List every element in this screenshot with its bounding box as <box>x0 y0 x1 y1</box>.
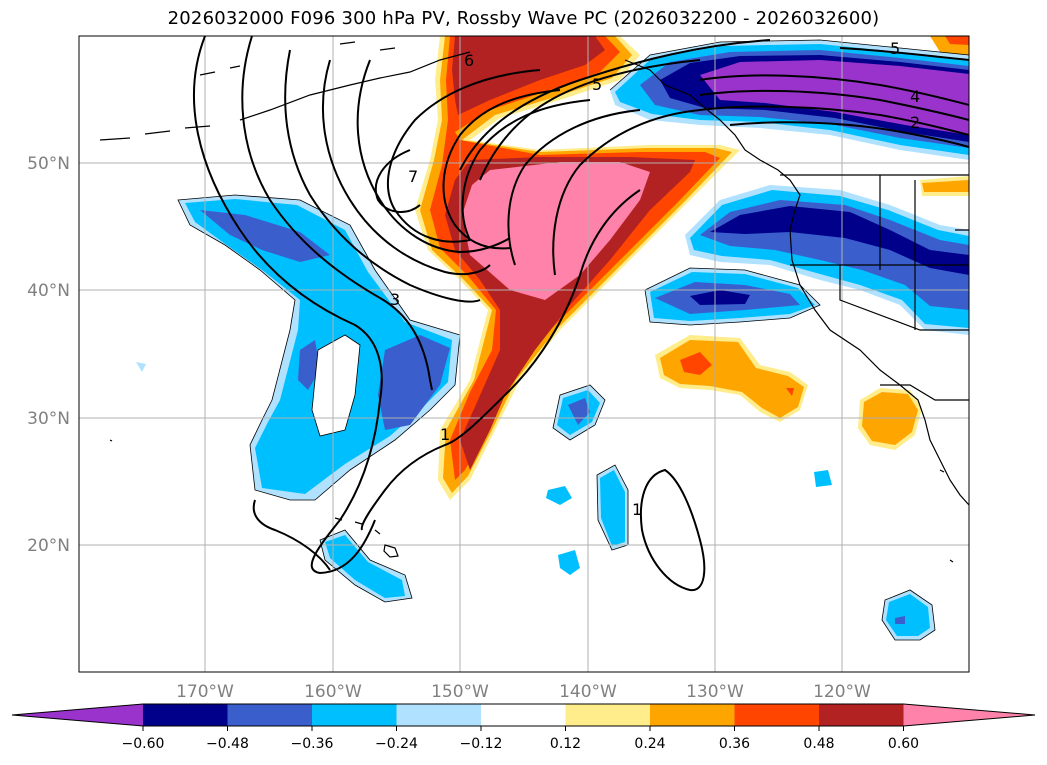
colorbar-tick-label: 0.24 <box>634 736 665 752</box>
contour-label: 3 <box>390 290 400 309</box>
colorbar-extend-min <box>12 704 143 726</box>
colorbar-segment <box>312 704 397 726</box>
positive-anomaly-ridge <box>415 36 740 500</box>
contour-label: 7 <box>408 167 418 186</box>
pv-contours <box>193 36 969 592</box>
colorbar-segment <box>734 704 820 726</box>
colorbar-tick-label: −0.24 <box>375 736 418 752</box>
colorbar-tick-label: 0.12 <box>550 736 581 752</box>
lon-label: 140°W <box>559 682 617 702</box>
contour-label: 4 <box>910 87 920 106</box>
lat-label: 20°N <box>27 536 70 556</box>
lat-label: 30°N <box>27 409 70 429</box>
lat-label: 40°N <box>27 281 70 301</box>
map-frame <box>78 35 970 673</box>
contour-labels: 6 5 4 2 5 7 3 1 1 <box>390 39 920 519</box>
lon-label: 160°W <box>304 682 362 702</box>
lon-label: 170°W <box>176 682 234 702</box>
latitude-labels: 50°N 40°N 30°N 20°N <box>27 154 70 556</box>
lat-label: 50°N <box>27 154 70 174</box>
colorbar-segment <box>396 704 482 726</box>
map-title: 2026032000 F096 300 hPa PV, Rossby Wave … <box>167 8 880 29</box>
contour-label: 5 <box>890 39 900 58</box>
negative-anomaly-east <box>645 185 969 335</box>
gridlines <box>79 36 969 672</box>
colorbar-tick-label: −0.60 <box>122 736 165 752</box>
lon-label: 130°W <box>686 682 744 702</box>
colorbar: −0.60 −0.48 −0.36 −0.24 −0.12 0.12 0.24 0.36 0.4… <box>11 703 1036 752</box>
colorbar-tick-label: −0.36 <box>291 736 334 752</box>
colorbar-segment <box>819 704 904 726</box>
lon-label: 120°W <box>813 682 871 702</box>
colorbar-tick-label: 0.36 <box>719 736 750 752</box>
lon-label: 150°W <box>431 682 489 702</box>
positive-anomaly-subtropic <box>655 36 969 450</box>
colorbar-segment <box>481 704 566 726</box>
colorbar-tick-label: 0.60 <box>888 736 919 752</box>
colorbar-segment <box>650 704 735 726</box>
contour-label: 6 <box>464 51 474 70</box>
colorbar-segment <box>227 704 313 726</box>
islands <box>109 439 954 563</box>
map-panel: 6 5 4 2 5 7 3 1 1 <box>79 36 969 672</box>
contour-label: 1 <box>632 500 642 519</box>
contour-label: 2 <box>910 113 920 132</box>
colorbar-extend-max <box>903 704 1035 726</box>
colorbar-tick-label: −0.48 <box>206 736 249 752</box>
longitude-labels: 170°W 160°W 150°W 140°W 130°W 120°W <box>176 682 871 702</box>
colorbar-tick-label: 0.48 <box>803 736 834 752</box>
contour-label: 1 <box>440 425 450 444</box>
negative-anomaly-hawaii <box>320 530 412 602</box>
colorbar-segment <box>565 704 651 726</box>
contour-label: 5 <box>592 75 602 94</box>
negative-anomaly-west <box>178 195 460 500</box>
colorbar-segment <box>143 704 228 726</box>
colorbar-tick-label: −0.12 <box>460 736 503 752</box>
negative-anomaly-small <box>136 362 935 640</box>
